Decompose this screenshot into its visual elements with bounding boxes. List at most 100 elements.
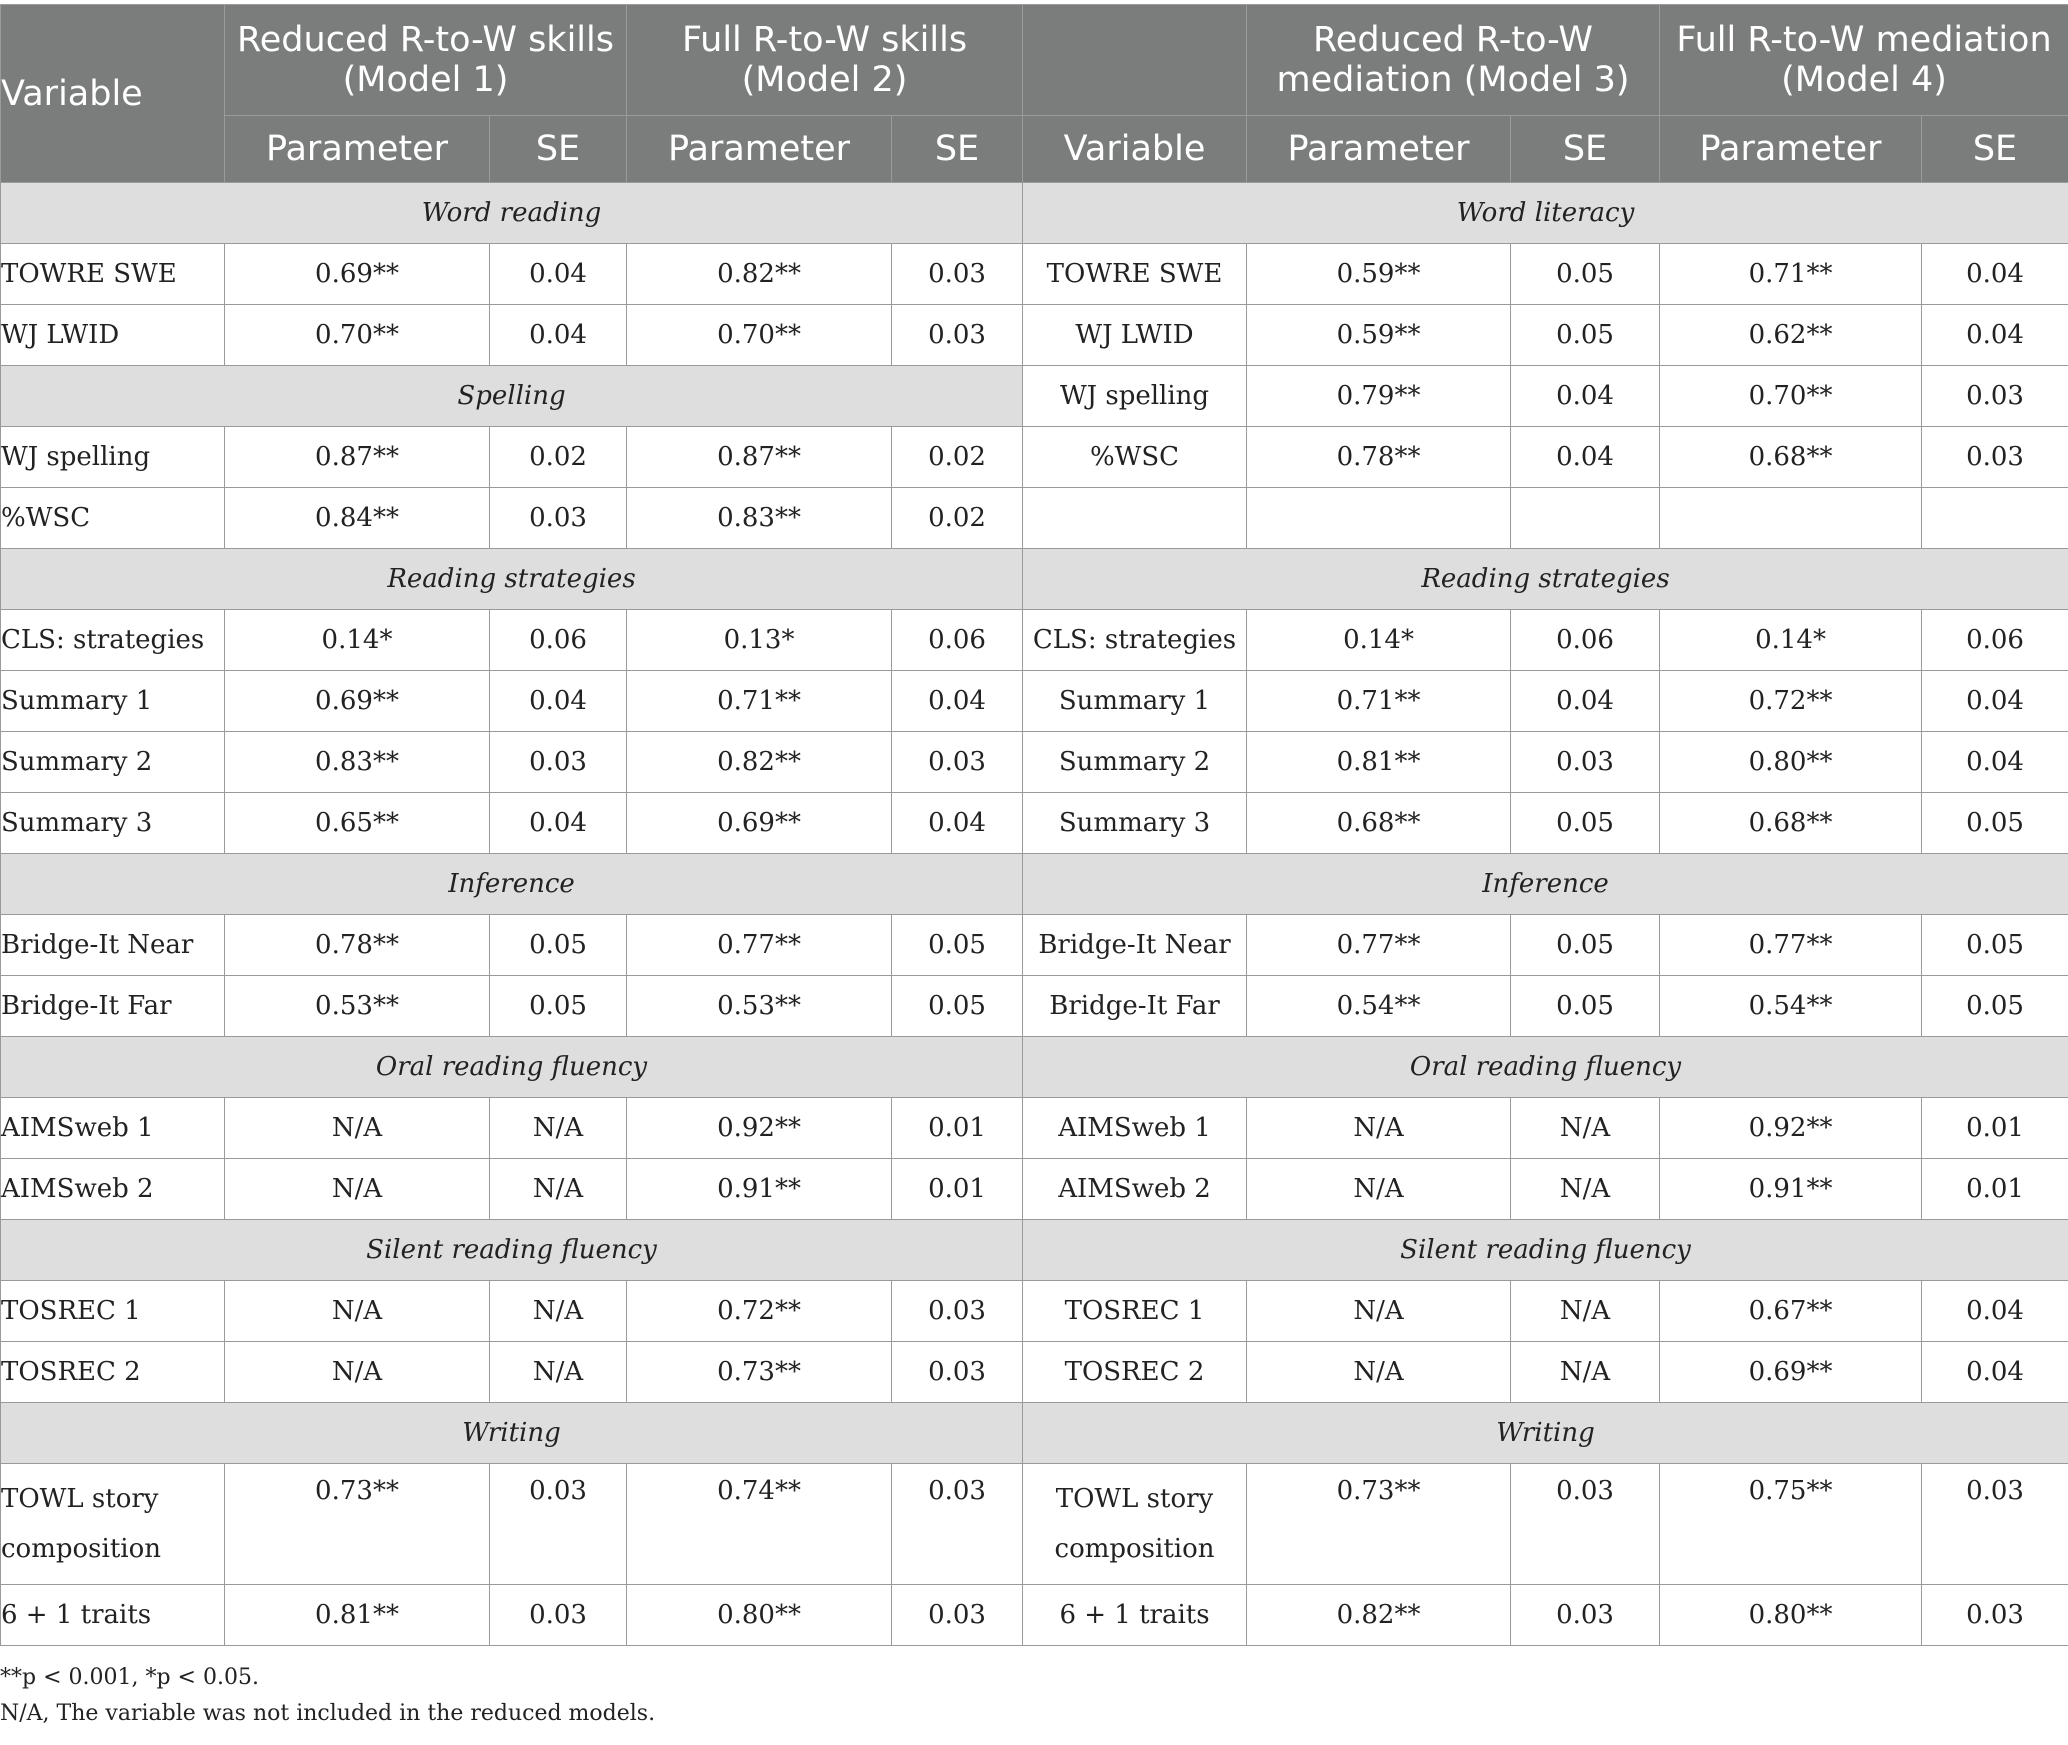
- se-cell: 0.04: [1921, 1280, 2068, 1342]
- parameter-cell: 0.87**: [224, 426, 490, 488]
- se-cell: 0.01: [891, 1097, 1024, 1159]
- table-row: WJ LWID 0.70** 0.04 0.70** 0.03 WJ LWID …: [0, 304, 2068, 366]
- se-header: SE: [1921, 115, 2068, 183]
- table-row: TOWL story composition 0.73** 0.03 0.74*…: [0, 1463, 2068, 1585]
- se-cell: 0.04: [891, 792, 1024, 854]
- parameter-cell: 0.71**: [1246, 670, 1512, 732]
- table-row: AIMSweb 2 N/A N/A 0.91** 0.01 AIMSweb 2 …: [0, 1158, 2068, 1220]
- section-row: Oral reading fluency Oral reading fluenc…: [0, 1036, 2068, 1098]
- parameter-cell: 0.87**: [626, 426, 893, 488]
- table-figure: Variable Reduced R-to-W skills (Model 1)…: [0, 4, 2068, 1732]
- parameter-cell: 0.69**: [224, 243, 490, 305]
- parameter-cell: 0.69**: [1659, 1341, 1923, 1403]
- parameter-cell: 0.79**: [1246, 365, 1512, 427]
- se-cell: 0.05: [488, 914, 628, 976]
- results-table: Variable Reduced R-to-W skills (Model 1)…: [0, 4, 2068, 1646]
- section-label: Silent reading fluency: [0, 1219, 1024, 1281]
- se-cell: N/A: [488, 1341, 628, 1403]
- variable-cell: AIMSweb 2: [0, 1158, 225, 1220]
- variable-cell: TOWL story composition: [1022, 1463, 1248, 1585]
- se-cell: 0.03: [1921, 365, 2068, 427]
- parameter-cell: 0.68**: [1246, 792, 1512, 854]
- se-cell: 0.05: [1510, 243, 1661, 305]
- section-label: Writing: [1022, 1402, 2068, 1464]
- parameter-cell: N/A: [1246, 1280, 1512, 1342]
- variable-cell: WJ spelling: [0, 426, 225, 488]
- model4-header: Full R-to-W mediation (Model 4): [1659, 4, 2068, 116]
- se-cell: 0.03: [891, 1584, 1024, 1646]
- parameter-cell: N/A: [1246, 1341, 1512, 1403]
- parameter-cell: 0.14*: [224, 609, 490, 671]
- parameter-cell: 0.77**: [1659, 914, 1923, 976]
- se-cell: 0.05: [891, 914, 1024, 976]
- parameter-cell: 0.92**: [1659, 1097, 1923, 1159]
- se-cell: 0.04: [1921, 1341, 2068, 1403]
- se-cell: 0.03: [488, 1584, 628, 1646]
- se-cell: 0.03: [891, 1280, 1024, 1342]
- section-row: Spelling WJ spelling 0.79** 0.04 0.70** …: [0, 365, 2068, 427]
- table-row: 6 + 1 traits 0.81** 0.03 0.80** 0.03 6 +…: [0, 1584, 2068, 1646]
- parameter-cell: 0.62**: [1659, 304, 1923, 366]
- parameter-cell: 0.53**: [626, 975, 893, 1037]
- blank-header: [1022, 4, 1248, 116]
- parameter-cell: 0.72**: [626, 1280, 893, 1342]
- section-row: Inference Inference: [0, 853, 2068, 915]
- se-cell: 0.04: [1921, 670, 2068, 732]
- header-row-2: Parameter SE Parameter SE Variable Param…: [1, 115, 2068, 183]
- model3-header: Reduced R-to-W mediation (Model 3): [1246, 4, 1661, 116]
- se-cell: 0.03: [891, 1341, 1024, 1403]
- parameter-cell: 0.13*: [626, 609, 893, 671]
- significance-note: **p < 0.001, *p < 0.05.: [0, 1665, 259, 1690]
- section-row: Writing Writing: [0, 1402, 2068, 1464]
- se-cell: 0.04: [891, 670, 1024, 732]
- variable-cell: Summary 1: [1022, 670, 1248, 732]
- table-row: CLS: strategies 0.14* 0.06 0.13* 0.06 CL…: [0, 609, 2068, 671]
- section-row: Word reading Word literacy: [0, 182, 2068, 244]
- parameter-cell: 0.82**: [1246, 1584, 1512, 1646]
- variable-cell: CLS: strategies: [0, 609, 225, 671]
- table-row: %WSC 0.84** 0.03 0.83** 0.02: [0, 487, 2068, 549]
- se-cell: N/A: [1510, 1158, 1661, 1220]
- section-row: Silent reading fluency Silent reading fl…: [0, 1219, 2068, 1281]
- table-row: TOSREC 2 N/A N/A 0.73** 0.03 TOSREC 2 N/…: [0, 1341, 2068, 1403]
- se-cell: 0.03: [1510, 731, 1661, 793]
- variable-cell: Summary 3: [0, 792, 225, 854]
- se-cell: 0.05: [891, 975, 1024, 1037]
- parameter-header: Parameter: [1246, 115, 1512, 183]
- parameter-header: Parameter: [224, 115, 490, 183]
- parameter-cell: 0.81**: [1246, 731, 1512, 793]
- se-header: SE: [488, 115, 628, 183]
- parameter-cell: 0.80**: [626, 1584, 893, 1646]
- parameter-cell: 0.80**: [1659, 1584, 1923, 1646]
- section-row: Reading strategies Reading strategies: [0, 548, 2068, 610]
- variable-cell: WJ spelling: [1022, 365, 1248, 427]
- variable-cell: AIMSweb 1: [1022, 1097, 1248, 1159]
- se-cell: 0.03: [891, 731, 1024, 793]
- parameter-cell: 0.54**: [1659, 975, 1923, 1037]
- se-cell: 0.02: [488, 426, 628, 488]
- parameter-cell: 0.59**: [1246, 304, 1512, 366]
- se-cell: N/A: [1510, 1097, 1661, 1159]
- variable-cell: Summary 1: [0, 670, 225, 732]
- se-cell: 0.03: [1510, 1584, 1661, 1646]
- parameter-cell: 0.53**: [224, 975, 490, 1037]
- se-cell: 0.05: [1921, 914, 2068, 976]
- se-cell: 0.03: [488, 1463, 628, 1585]
- se-cell: 0.04: [1510, 426, 1661, 488]
- table-row: Summary 3 0.65** 0.04 0.69** 0.04 Summar…: [0, 792, 2068, 854]
- se-cell: 0.06: [1510, 609, 1661, 671]
- section-label: Writing: [0, 1402, 1024, 1464]
- parameter-cell: 0.84**: [224, 487, 490, 549]
- table-row: Bridge-It Near 0.78** 0.05 0.77** 0.05 B…: [0, 914, 2068, 976]
- parameter-cell: 0.83**: [626, 487, 893, 549]
- variable-cell: 6 + 1 traits: [0, 1584, 225, 1646]
- se-cell: 0.03: [1921, 1463, 2068, 1585]
- parameter-cell: 0.69**: [626, 792, 893, 854]
- se-cell: 0.04: [488, 670, 628, 732]
- se-cell: N/A: [1510, 1280, 1661, 1342]
- se-cell: 0.04: [1921, 731, 2068, 793]
- parameter-cell: 0.81**: [224, 1584, 490, 1646]
- table-row: TOWRE SWE 0.69** 0.04 0.82** 0.03 TOWRE …: [0, 243, 2068, 305]
- se-cell: 0.03: [1510, 1463, 1661, 1585]
- se-cell: 0.04: [1510, 365, 1661, 427]
